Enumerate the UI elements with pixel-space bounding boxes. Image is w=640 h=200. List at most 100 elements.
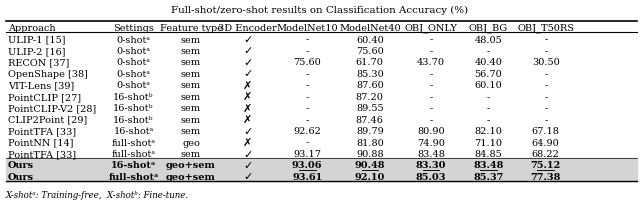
Text: Ours: Ours <box>8 161 34 170</box>
Text: -: - <box>306 92 309 101</box>
Text: ModelNet10: ModelNet10 <box>276 24 338 33</box>
Text: RECON [37]: RECON [37] <box>8 58 69 67</box>
Text: -: - <box>486 92 490 101</box>
Text: 93.06: 93.06 <box>292 161 323 170</box>
Text: ✗: ✗ <box>243 137 253 147</box>
Text: ✗: ✗ <box>243 80 253 90</box>
Text: sem: sem <box>181 47 201 56</box>
Text: sem: sem <box>181 115 201 124</box>
Text: ✗: ✗ <box>243 115 253 125</box>
Text: sem: sem <box>181 58 201 67</box>
Text: ✓: ✓ <box>243 126 253 136</box>
Text: ✗: ✗ <box>243 103 253 113</box>
Text: 68.22: 68.22 <box>532 149 560 158</box>
Text: -: - <box>306 104 309 113</box>
Text: sem: sem <box>181 126 201 135</box>
Text: -: - <box>544 92 547 101</box>
Text: 16-shotᵇ: 16-shotᵇ <box>113 104 154 113</box>
Text: -: - <box>486 47 490 56</box>
Text: 87.60: 87.60 <box>356 81 384 90</box>
Text: 71.10: 71.10 <box>474 138 502 147</box>
Text: -: - <box>544 35 547 44</box>
Text: 75.60: 75.60 <box>293 58 321 67</box>
Text: 87.46: 87.46 <box>356 115 384 124</box>
Text: PointTFA [33]: PointTFA [33] <box>8 126 76 135</box>
Text: 43.70: 43.70 <box>417 58 445 67</box>
Text: sem: sem <box>181 104 201 113</box>
Text: -: - <box>429 35 433 44</box>
Text: -: - <box>429 47 433 56</box>
Text: -: - <box>306 115 309 124</box>
Text: 84.85: 84.85 <box>474 149 502 158</box>
Text: -: - <box>306 138 309 147</box>
Text: -: - <box>544 47 547 56</box>
Text: PointCLIP [27]: PointCLIP [27] <box>8 92 81 101</box>
Text: ✓: ✓ <box>243 58 253 68</box>
Text: 61.70: 61.70 <box>356 58 384 67</box>
Text: OBJ_ONLY: OBJ_ONLY <box>404 24 458 33</box>
Text: 74.90: 74.90 <box>417 138 445 147</box>
Text: ✗: ✗ <box>243 92 253 102</box>
Text: 16-shotᵇ: 16-shotᵇ <box>113 115 154 124</box>
Text: -: - <box>486 104 490 113</box>
Text: OBJ_T50RS: OBJ_T50RS <box>517 24 574 33</box>
Text: OBJ_BG: OBJ_BG <box>468 24 508 33</box>
Text: ✓: ✓ <box>243 160 253 170</box>
Text: geo+sem: geo+sem <box>166 161 216 170</box>
Text: 83.48: 83.48 <box>417 149 445 158</box>
Text: 0-shotᵃ: 0-shotᵃ <box>116 58 150 67</box>
Text: full-shotᵃ: full-shotᵃ <box>108 172 159 181</box>
Text: 67.18: 67.18 <box>532 126 560 135</box>
Text: sem: sem <box>181 35 201 44</box>
Text: 92.62: 92.62 <box>293 126 321 135</box>
Text: -: - <box>429 70 433 78</box>
Text: -: - <box>429 104 433 113</box>
Text: 75.12: 75.12 <box>531 161 561 170</box>
Text: -: - <box>544 115 547 124</box>
Text: 60.40: 60.40 <box>356 35 384 44</box>
Text: 90.88: 90.88 <box>356 149 383 158</box>
Text: 81.80: 81.80 <box>356 138 384 147</box>
Text: 93.17: 93.17 <box>293 149 321 158</box>
Text: sem: sem <box>181 149 201 158</box>
Text: 40.40: 40.40 <box>474 58 502 67</box>
Text: 3D Encoder: 3D Encoder <box>218 24 277 33</box>
Text: ULIP-2 [16]: ULIP-2 [16] <box>8 47 65 56</box>
Text: ✓: ✓ <box>243 35 253 45</box>
Text: ✓: ✓ <box>243 172 253 181</box>
Text: PointTFA [33]: PointTFA [33] <box>8 149 76 158</box>
Text: ✓: ✓ <box>243 149 253 159</box>
Text: -: - <box>429 115 433 124</box>
Text: 83.48: 83.48 <box>473 161 504 170</box>
Text: 60.10: 60.10 <box>474 81 502 90</box>
Text: -: - <box>306 81 309 90</box>
Text: ModelNet40: ModelNet40 <box>339 24 401 33</box>
Text: full-shotᵃ: full-shotᵃ <box>111 149 156 158</box>
Text: 85.30: 85.30 <box>356 70 384 78</box>
Text: 16-shotᵇ: 16-shotᵇ <box>113 92 154 101</box>
Text: 16-shotᵃ: 16-shotᵃ <box>113 126 154 135</box>
Text: Approach: Approach <box>8 24 55 33</box>
Text: 30.50: 30.50 <box>532 58 559 67</box>
Text: -: - <box>306 70 309 78</box>
Text: 93.61: 93.61 <box>292 172 323 181</box>
Bar <box>6 170 637 181</box>
Text: 0-shotᵃ: 0-shotᵃ <box>116 47 150 56</box>
Text: sem: sem <box>181 92 201 101</box>
Text: Full-shot/zero-shot results on Classification Accuracy (%): Full-shot/zero-shot results on Classific… <box>172 5 468 15</box>
Text: ULIP-1 [15]: ULIP-1 [15] <box>8 35 65 44</box>
Text: 82.10: 82.10 <box>474 126 502 135</box>
Text: Feature type: Feature type <box>159 24 223 33</box>
Text: geo+sem: geo+sem <box>166 172 216 181</box>
Text: ✓: ✓ <box>243 69 253 79</box>
Text: -: - <box>544 104 547 113</box>
Text: 0-shotᵃ: 0-shotᵃ <box>116 35 150 44</box>
Text: Ours: Ours <box>8 172 34 181</box>
Text: CLIP2Point [29]: CLIP2Point [29] <box>8 115 87 124</box>
Text: 89.55: 89.55 <box>356 104 383 113</box>
Text: 85.37: 85.37 <box>473 172 504 181</box>
Text: 90.48: 90.48 <box>355 161 385 170</box>
Text: -: - <box>544 70 547 78</box>
Text: -: - <box>429 92 433 101</box>
Text: -: - <box>544 81 547 90</box>
